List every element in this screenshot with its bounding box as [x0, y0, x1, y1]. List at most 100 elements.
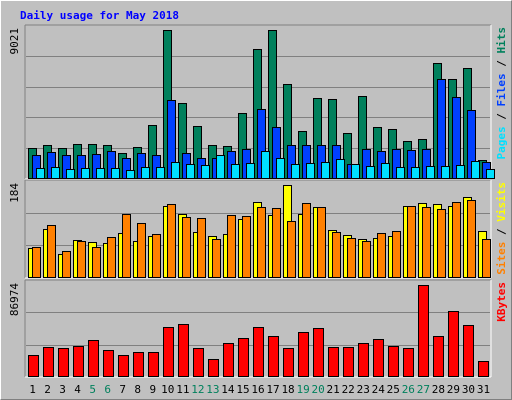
x-tick-label: 24 — [372, 383, 386, 396]
bar-kbytes-day-28 — [433, 336, 444, 377]
bar-kbytes-day-21 — [328, 347, 339, 377]
x-tick-label: 21 — [327, 383, 340, 396]
bar-pages-day-19 — [306, 163, 315, 179]
bar-pages-day-31 — [486, 169, 495, 179]
x-tick-label: 1 — [29, 383, 36, 396]
bar-kbytes-day-1 — [28, 355, 39, 377]
bar-sites-day-19 — [302, 203, 311, 278]
legend-entry: Pages — [495, 126, 508, 159]
bar-sites-day-18 — [287, 221, 296, 278]
bar-pages-day-7 — [126, 170, 135, 179]
legend-entry: Visits — [495, 182, 508, 222]
bar-kbytes-day-5 — [88, 340, 99, 377]
bar-sites-day-15 — [242, 216, 251, 278]
x-tick-label: 3 — [59, 383, 66, 396]
bar-sites-day-13 — [212, 239, 221, 278]
bar-pages-day-24 — [381, 163, 390, 179]
bar-sites-day-24 — [377, 233, 386, 278]
bar-kbytes-day-3 — [58, 348, 69, 377]
x-tick-label: 23 — [357, 383, 370, 396]
series-kbytes — [28, 285, 489, 377]
legend-separator: / — [495, 222, 508, 242]
x-tick-label: 20 — [312, 383, 325, 396]
bar-sites-day-2 — [47, 225, 56, 278]
bar-kbytes-day-23 — [358, 343, 369, 377]
bar-pages-day-28 — [441, 166, 450, 179]
bar-sites-day-1 — [32, 247, 41, 278]
x-tick-label: 25 — [387, 383, 400, 396]
x-tick-label: 28 — [432, 383, 445, 396]
legend: KBytes — [495, 282, 508, 322]
bar-kbytes-day-17 — [268, 336, 279, 377]
bar-kbytes-day-30 — [463, 325, 474, 377]
bar-pages-day-22 — [351, 164, 360, 179]
bar-pages-day-15 — [246, 163, 255, 179]
bar-pages-day-26 — [411, 167, 420, 179]
bar-kbytes-day-7 — [118, 355, 129, 377]
series-sites — [32, 200, 491, 278]
bar-pages-day-20 — [321, 162, 330, 179]
bar-sites-day-5 — [92, 247, 101, 278]
x-tick-label: 16 — [251, 383, 264, 396]
bar-sites-day-26 — [407, 206, 416, 278]
x-tick-label: 2 — [44, 383, 51, 396]
bar-kbytes-day-15 — [238, 338, 249, 377]
bar-sites-day-10 — [167, 204, 176, 278]
bar-pages-day-8 — [141, 167, 150, 179]
bar-sites-day-12 — [197, 218, 206, 278]
legend: Pages / Files / Hits — [495, 27, 508, 160]
bar-sites-day-31 — [482, 239, 491, 278]
legend-entry: Hits — [495, 27, 508, 54]
bar-kbytes-day-27 — [418, 285, 429, 377]
legend-entry: KBytes — [495, 282, 508, 322]
x-tick-label: 5 — [89, 383, 96, 396]
bar-kbytes-day-19 — [298, 332, 309, 377]
x-tick-label: 22 — [342, 383, 355, 396]
bar-sites-day-21 — [332, 232, 341, 278]
x-tick-label: 13 — [206, 383, 219, 396]
bar-kbytes-day-12 — [193, 348, 204, 377]
bar-sites-day-30 — [467, 200, 476, 278]
x-tick-label: 15 — [236, 383, 249, 396]
bar-kbytes-day-11 — [178, 324, 189, 377]
bar-kbytes-day-9 — [148, 352, 159, 377]
x-tick-label: 14 — [221, 383, 235, 396]
bar-kbytes-day-31 — [478, 361, 489, 377]
legend: Sites / Visits — [495, 182, 508, 275]
bar-pages-day-1 — [36, 168, 45, 179]
bar-kbytes-day-26 — [403, 348, 414, 377]
bar-kbytes-day-16 — [253, 327, 264, 377]
bar-kbytes-day-14 — [223, 343, 234, 377]
y-max-label: 86974 — [8, 283, 21, 316]
bar-pages-day-13 — [216, 155, 225, 179]
bar-pages-day-29 — [456, 165, 465, 179]
bar-sites-day-6 — [107, 237, 116, 278]
bar-pages-day-10 — [171, 162, 180, 179]
bar-pages-day-3 — [66, 169, 75, 179]
y-max-label: 184 — [8, 183, 21, 203]
bar-kbytes-day-10 — [163, 327, 174, 377]
x-tick-label: 8 — [134, 383, 141, 396]
x-tick-label: 30 — [462, 383, 475, 396]
bar-pages-day-17 — [276, 158, 285, 179]
x-tick-label: 11 — [176, 383, 189, 396]
bar-sites-day-14 — [227, 215, 236, 278]
bar-pages-day-2 — [51, 167, 60, 179]
bar-sites-day-9 — [152, 234, 161, 278]
bar-sites-day-16 — [257, 207, 266, 278]
bar-pages-day-11 — [186, 164, 195, 179]
x-tick-label: 27 — [417, 383, 430, 396]
legend-separator: / — [495, 54, 508, 74]
bar-kbytes-day-20 — [313, 328, 324, 377]
bar-pages-day-12 — [201, 165, 210, 179]
bar-kbytes-day-6 — [103, 350, 114, 377]
bar-sites-day-25 — [392, 231, 401, 278]
bar-sites-day-28 — [437, 209, 446, 278]
bar-sites-day-11 — [182, 217, 191, 278]
x-tick-label: 10 — [161, 383, 174, 396]
bar-sites-day-17 — [272, 208, 281, 278]
bar-pages-day-5 — [96, 168, 105, 179]
bar-kbytes-day-29 — [448, 311, 459, 377]
bar-pages-day-30 — [471, 161, 480, 179]
bar-pages-day-9 — [156, 167, 165, 179]
